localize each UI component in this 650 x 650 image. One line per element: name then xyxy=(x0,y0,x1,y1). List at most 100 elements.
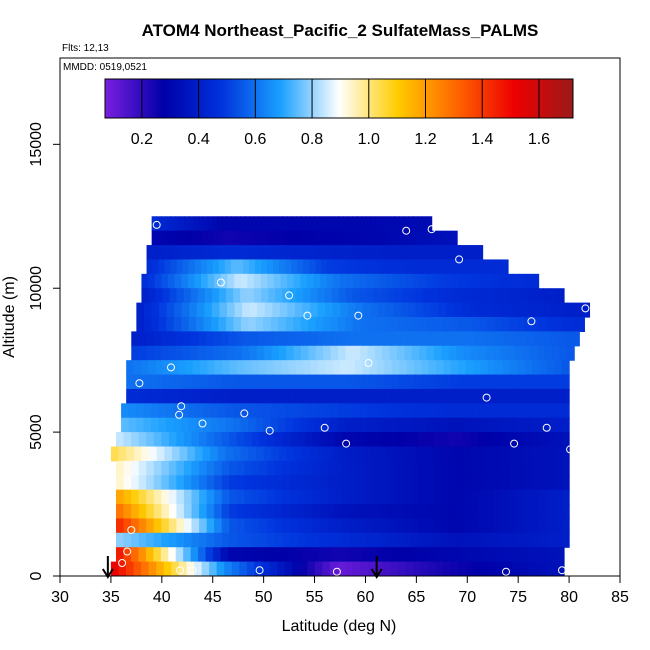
heatmap-cell xyxy=(486,432,495,448)
heatmap-cell xyxy=(457,403,466,419)
sample-point xyxy=(123,547,132,556)
heatmap-cell xyxy=(489,259,497,275)
heatmap-cell xyxy=(317,288,326,304)
heatmap-cell xyxy=(435,317,444,332)
heatmap-cell xyxy=(345,259,352,275)
heatmap-cell xyxy=(539,374,548,390)
heatmap-cell xyxy=(412,403,421,419)
heatmap-cell xyxy=(566,302,575,318)
heatmap-cell xyxy=(208,245,215,261)
heatmap-cell xyxy=(323,345,332,361)
heatmap-cell xyxy=(282,475,291,491)
heatmap-cell xyxy=(302,547,311,563)
heatmap-cell xyxy=(236,475,245,491)
sample-point xyxy=(566,445,575,454)
heatmap-cell xyxy=(267,518,276,534)
heatmap-cell xyxy=(492,345,501,361)
heatmap-cell xyxy=(523,446,532,462)
heatmap-cell xyxy=(289,288,297,304)
heatmap-cell xyxy=(455,489,464,505)
heatmap-cell xyxy=(508,489,517,505)
heatmap-cell xyxy=(319,432,329,448)
heatmap-cell xyxy=(227,345,236,361)
heatmap-cell xyxy=(282,518,291,534)
heatmap-cell xyxy=(334,230,341,246)
heatmap-cell xyxy=(141,273,149,289)
heatmap-cell xyxy=(365,475,374,491)
heatmap-cell xyxy=(412,216,419,232)
heatmap-cell xyxy=(401,446,410,462)
heatmap-cell xyxy=(436,374,445,390)
heatmap-cell xyxy=(168,460,178,476)
heatmap-cell xyxy=(224,245,232,261)
heatmap-cell xyxy=(392,331,401,347)
heatmap-cell xyxy=(390,561,399,576)
heatmap-cell xyxy=(420,317,429,332)
heatmap-cell xyxy=(244,518,253,534)
heatmap-cell xyxy=(516,417,525,433)
heatmap-cell xyxy=(431,446,440,462)
heatmap-cell xyxy=(214,504,223,520)
heatmap-cell xyxy=(314,216,321,232)
heatmap-cell xyxy=(318,374,327,390)
heatmap-cell xyxy=(433,518,442,534)
heatmap-cell xyxy=(352,417,361,433)
heatmap-cell xyxy=(221,532,230,548)
colorbar-tick-label: 1.6 xyxy=(528,131,550,148)
heatmap-cell xyxy=(303,288,312,304)
heatmap-cell xyxy=(377,388,386,404)
heatmap-cell xyxy=(504,331,513,347)
heatmap-cell xyxy=(347,216,353,232)
heatmap-cell xyxy=(360,403,369,419)
heatmap-cell xyxy=(385,302,394,318)
heatmap-cell xyxy=(194,259,202,275)
heatmap-cell xyxy=(497,331,506,347)
heatmap-cell xyxy=(292,417,301,433)
heatmap-cell xyxy=(465,360,474,376)
heatmap-cell xyxy=(375,259,383,275)
heatmap-cell xyxy=(425,532,434,548)
heatmap-cell xyxy=(345,345,354,361)
heatmap-cell xyxy=(392,245,400,261)
heatmap-cell xyxy=(162,288,171,304)
heatmap-cell xyxy=(324,446,333,462)
heatmap-cell xyxy=(427,317,436,332)
heatmap-cell xyxy=(334,518,344,534)
heatmap-cell xyxy=(348,245,355,261)
heatmap-cell xyxy=(478,532,487,548)
heatmap-cell xyxy=(561,432,570,448)
heatmap-cell xyxy=(444,288,452,304)
heatmap-cell xyxy=(416,288,424,304)
heatmap-cell xyxy=(110,446,120,462)
sample-point xyxy=(265,426,274,435)
heatmap-cell xyxy=(168,504,178,520)
heatmap-cell xyxy=(375,230,382,246)
heatmap-cell xyxy=(207,388,216,404)
heatmap-cell xyxy=(150,403,160,419)
heatmap-cell xyxy=(267,489,276,505)
heatmap-cell xyxy=(332,547,341,563)
heatmap-cell xyxy=(123,432,132,448)
heatmap-cell xyxy=(247,288,255,304)
heatmap-cell xyxy=(183,489,193,505)
heatmap-cell xyxy=(254,216,260,232)
heatmap-cell xyxy=(244,360,253,376)
heatmap-cell xyxy=(185,245,192,261)
heatmap-cell xyxy=(217,446,227,462)
heatmap-cell xyxy=(262,403,272,419)
heatmap-cell xyxy=(176,259,184,275)
heatmap-cell xyxy=(205,547,214,563)
heatmap-cell xyxy=(554,374,563,390)
heatmap-cell xyxy=(253,273,262,289)
heatmap-cell xyxy=(382,417,391,433)
heatmap-cell xyxy=(367,317,376,332)
heatmap-cell xyxy=(531,403,540,419)
heatmap-cell xyxy=(183,504,193,520)
heatmap-cell xyxy=(332,360,341,376)
heatmap-cell xyxy=(380,288,389,304)
heatmap-cell xyxy=(370,446,379,462)
heatmap-cell xyxy=(190,345,199,361)
heatmap-cell xyxy=(392,273,401,289)
heatmap-cell xyxy=(353,245,360,261)
